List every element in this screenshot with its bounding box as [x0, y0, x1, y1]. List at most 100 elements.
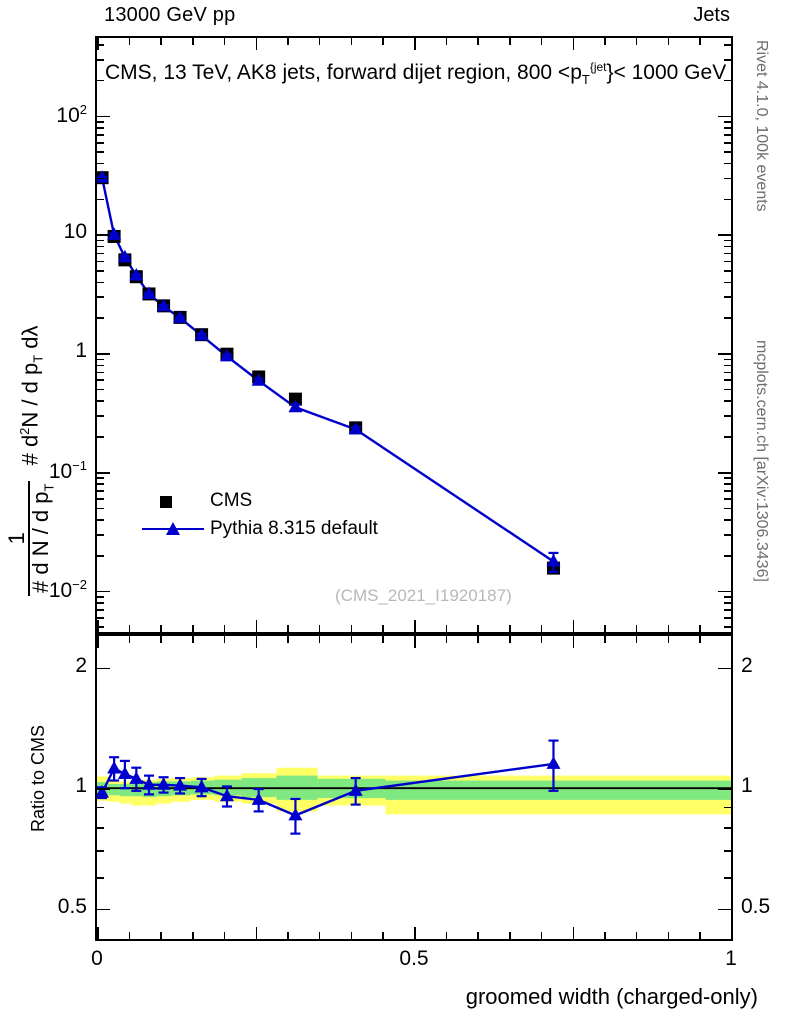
y-tick-label: 102	[56, 101, 87, 127]
axis-tick	[724, 162, 731, 165]
axis-tick	[724, 133, 731, 136]
axis-tick	[223, 625, 226, 632]
axis-tick	[724, 58, 731, 61]
axis-tick	[724, 602, 731, 604]
axis-tick	[414, 38, 416, 50]
axis-tick	[97, 620, 99, 632]
axis-tick	[255, 636, 258, 648]
axis-tick	[724, 519, 731, 521]
cms-data-marker	[349, 421, 363, 435]
axis-tick	[718, 234, 731, 236]
axis-tick	[724, 79, 731, 82]
axis-tick	[718, 471, 731, 474]
legend-key-square	[142, 489, 204, 513]
axis-tick	[382, 636, 384, 643]
axis-tick	[718, 353, 731, 355]
axis-tick	[192, 38, 194, 45]
axis-tick	[477, 636, 479, 643]
x-axis-title: groomed width (charged-only)	[465, 984, 758, 1009]
axis-tick	[97, 415, 104, 417]
ratio-data-marker	[107, 760, 122, 774]
ratio-data-marker	[219, 788, 234, 802]
axis-tick	[667, 625, 670, 632]
axis-tick	[724, 626, 731, 629]
axis-tick	[318, 38, 321, 45]
axis-tick	[724, 239, 731, 242]
axis-tick	[223, 636, 226, 643]
axis-tick	[724, 850, 731, 852]
uncertainty-band-outer	[276, 767, 318, 812]
axis-tick	[724, 477, 731, 479]
uncertainty-band-outer	[156, 778, 172, 804]
mc-data-marker	[348, 421, 363, 435]
ratio-tick-label-right: 0.5	[741, 894, 771, 918]
axis-tick	[160, 38, 162, 45]
axis-tick	[97, 908, 110, 911]
cms-data-marker	[157, 299, 171, 313]
axis-tick	[97, 927, 99, 939]
axis-tick	[572, 620, 575, 632]
cms-data-marker	[220, 347, 234, 361]
axis-tick	[540, 932, 543, 939]
axis-tick	[724, 245, 731, 248]
axis-tick	[699, 932, 701, 939]
header-beam-label: 13000 GeV pp	[104, 4, 236, 26]
axis-tick	[724, 44, 731, 46]
ylabel-num2-sub: T	[30, 354, 46, 363]
axis-tick	[667, 932, 670, 939]
ratio-tick-label-left: 2	[75, 653, 87, 677]
legend-key-triangle-line	[142, 517, 204, 541]
axis-tick	[445, 636, 448, 643]
axis-tick	[97, 483, 104, 486]
axis-tick	[572, 927, 575, 939]
axis-tick	[318, 636, 321, 643]
axis-tick	[382, 932, 384, 939]
axis-tick	[97, 198, 104, 201]
uncertainty-band-inner	[119, 783, 132, 797]
cms-data-marker	[129, 270, 143, 284]
axis-tick	[97, 162, 104, 165]
ratio-data-marker	[546, 756, 561, 769]
axis-tick	[97, 507, 104, 510]
axis-tick	[724, 617, 731, 619]
mc-data-marker	[173, 310, 188, 323]
x-tick-label: 1	[725, 947, 737, 970]
ratio-plot-surface	[97, 636, 731, 939]
uncertainty-band-inner	[214, 779, 242, 796]
ylabel-num2-d2n: # d	[16, 434, 42, 466]
axis-tick	[604, 636, 606, 643]
mc-data-marker	[219, 348, 234, 362]
axis-tick	[97, 245, 104, 248]
axis-tick	[699, 38, 701, 45]
axis-tick	[667, 636, 670, 643]
axis-tick	[97, 317, 104, 319]
cms-data-marker	[195, 328, 209, 342]
uncertainty-band-inner	[190, 780, 215, 795]
axis-tick	[97, 44, 104, 46]
uncertainty-band-inner	[108, 783, 120, 796]
axis-tick	[350, 932, 353, 939]
x-tick-label: 0.5	[399, 947, 429, 970]
axis-tick	[724, 400, 731, 402]
ratio-data-marker	[97, 785, 110, 798]
uncertainty-band-outer	[171, 778, 191, 802]
axis-tick	[382, 38, 384, 45]
analysis-id-watermark: (CMS_2021_I1920187)	[335, 586, 512, 605]
axis-tick	[128, 636, 131, 643]
axis-tick	[97, 121, 104, 123]
axis-tick	[128, 38, 131, 45]
axis-tick	[287, 38, 289, 45]
axis-tick	[724, 177, 731, 180]
axis-tick	[97, 554, 104, 557]
x-tick-label: 0	[91, 947, 103, 970]
ylabel-den-sub: T	[41, 483, 57, 492]
ratio-data-marker	[173, 778, 188, 791]
ratio-curve	[101, 762, 554, 817]
uncertainty-band-inner	[317, 778, 386, 799]
cms-data-marker	[107, 229, 121, 243]
axis-tick	[97, 115, 110, 118]
axis-tick	[540, 38, 543, 45]
axis-tick	[97, 379, 104, 382]
axis-tick	[724, 281, 731, 284]
axis-tick	[445, 625, 448, 632]
